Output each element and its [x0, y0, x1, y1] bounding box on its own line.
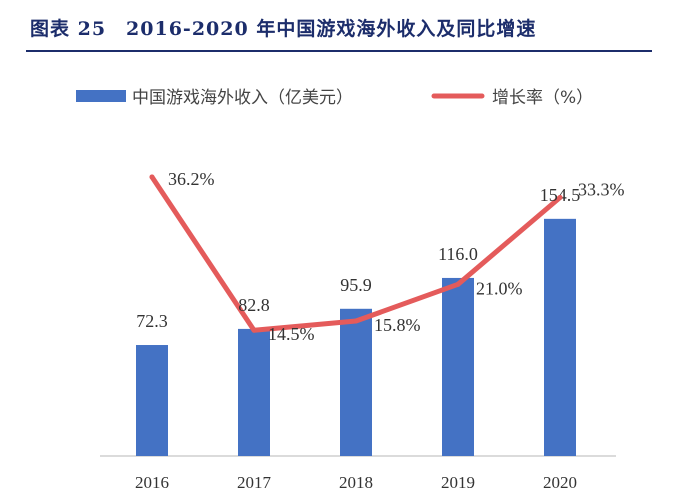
title-underline [26, 50, 652, 52]
growth-value-label-2017: 14.5% [268, 324, 315, 344]
x-tick-2018: 2018 [339, 473, 373, 492]
chart-title: 图表 25 2016-2020 年中国游戏海外收入及同比增速 [30, 18, 537, 40]
growth-value-label-2016: 36.2% [168, 169, 215, 189]
growth-point-2017 [251, 327, 257, 333]
bar-value-label-2020: 154.5 [540, 185, 581, 205]
growth-point-2019 [455, 281, 461, 287]
legend-label-bar: 中国游戏海外收入（亿美元） [132, 88, 353, 108]
bar-2019 [442, 277, 474, 456]
legend: 中国游戏海外收入（亿美元） 增长率（%） [76, 88, 593, 108]
bar-value-label-2017: 82.8 [238, 295, 270, 315]
bar-2018 [340, 308, 372, 456]
growth-line [149, 174, 563, 333]
bar-value-label-2016: 72.3 [136, 311, 168, 331]
bar-2017 [238, 328, 270, 456]
growth-value-label-2019: 21.0% [476, 278, 523, 298]
x-tick-2019: 2019 [441, 473, 475, 492]
growth-point-2016 [149, 174, 155, 180]
bar-2016 [136, 345, 168, 456]
bar-2020 [544, 218, 576, 456]
bar-value-label-2018: 95.9 [340, 275, 372, 295]
x-tick-2020: 2020 [543, 473, 577, 492]
growth-point-2018 [353, 318, 359, 324]
growth-value-label-2018: 15.8% [374, 315, 421, 335]
growth-value-label-2020: 33.3% [578, 179, 625, 199]
x-tick-2016: 2016 [135, 473, 169, 492]
bar-value-label-2019: 116.0 [438, 244, 478, 264]
growth-point-2020 [557, 194, 563, 200]
legend-label-line: 增长率（%） [492, 88, 593, 108]
legend-swatch-bar [76, 90, 126, 102]
x-tick-2017: 2017 [237, 473, 272, 492]
